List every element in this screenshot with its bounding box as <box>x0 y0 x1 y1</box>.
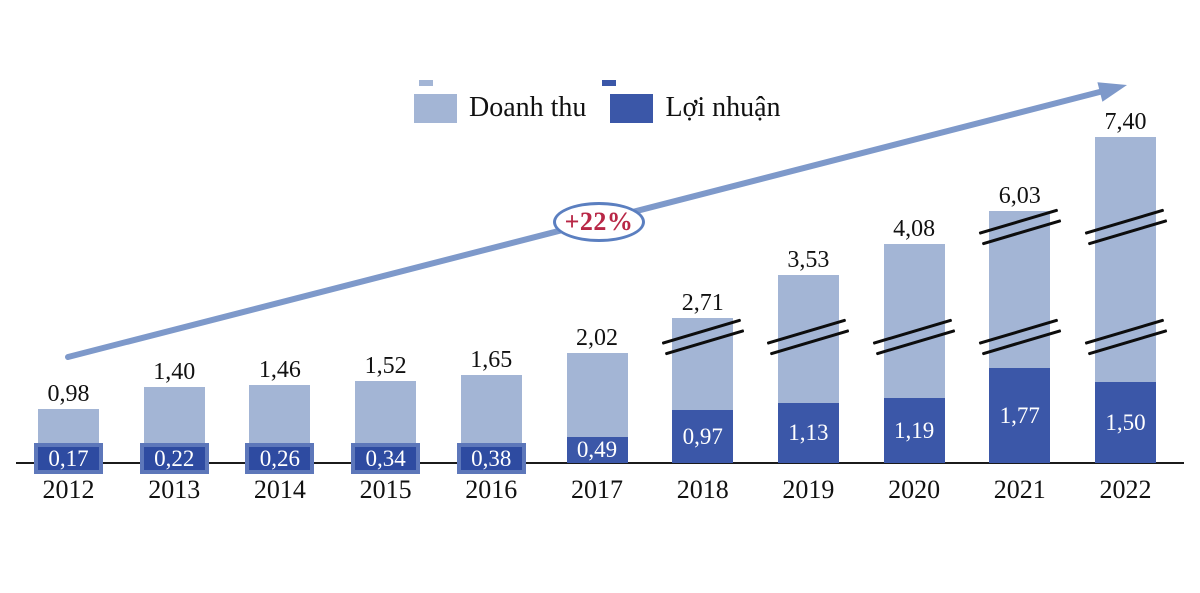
profit-swatch-icon <box>610 93 654 123</box>
year-label-2015: 2015 <box>359 475 412 504</box>
revenue-value-label-2019: 3,53 <box>787 247 830 273</box>
revenue-swatch-icon <box>414 93 457 123</box>
profit-bar-2021: 1,77 <box>989 368 1051 463</box>
profit-bar-2017: 0,49 <box>566 437 628 463</box>
year-label-2020: 2020 <box>888 475 941 504</box>
revenue-value-label-2017: 2,02 <box>576 325 618 351</box>
growth-rate-label: +22% <box>564 207 634 236</box>
year-label-2013: 2013 <box>148 475 201 504</box>
profit-badge-2012: 0,17 <box>34 443 103 474</box>
revenue-value-label-2020: 4,08 <box>893 216 936 242</box>
year-label-2014: 2014 <box>253 475 306 504</box>
profit-bar-2020: 1,19 <box>883 398 945 463</box>
year-label-2022: 2022 <box>1099 475 1152 504</box>
year-label-2018: 2018 <box>676 475 729 504</box>
year-label-2019: 2019 <box>782 475 835 504</box>
year-label-2017: 2017 <box>571 475 623 504</box>
revenue-value-label-2016: 1,65 <box>470 347 513 373</box>
year-label-2016: 2016 <box>465 475 518 504</box>
year-label-2021: 2021 <box>993 475 1046 504</box>
legend-swatch-tab <box>419 80 433 86</box>
legend-swatch-tab <box>602 80 616 86</box>
legend-label-revenue: Doanh thu <box>469 92 587 123</box>
legend-label-profit: Lợi nhuận <box>665 92 781 123</box>
profit-badge-2015: 0,34 <box>351 443 421 474</box>
profit-bar-2022: 1,50 <box>1095 382 1156 463</box>
revenue-value-label-2012: 0,98 <box>47 381 90 407</box>
x-axis-line <box>16 462 1184 464</box>
profit-bar-2018: 0,97 <box>672 410 734 463</box>
legend-item-profit: Lợi nhuận <box>610 92 781 124</box>
profit-badge-2013: 0,22 <box>139 443 209 474</box>
revenue-value-label-2013: 1,40 <box>153 359 196 385</box>
revenue-value-label-2022: 7,40 <box>1104 109 1147 135</box>
growth-rate-annotation: +22% <box>553 202 645 242</box>
legend-item-revenue: Doanh thu <box>414 92 586 124</box>
revenue-value-label-2021: 6,03 <box>998 183 1041 209</box>
profit-badge-2014: 0,26 <box>245 443 315 474</box>
profit-badge-2016: 0,38 <box>456 443 526 474</box>
revenue-value-label-2014: 1,46 <box>258 357 301 383</box>
revenue-value-label-2018: 2,71 <box>681 290 724 316</box>
legend: Doanh thu Lợi nhuận <box>414 92 781 124</box>
year-label-2012: 2012 <box>42 475 95 504</box>
revenue-value-label-2015: 1,52 <box>364 353 407 379</box>
profit-bar-2019: 1,13 <box>777 403 839 463</box>
